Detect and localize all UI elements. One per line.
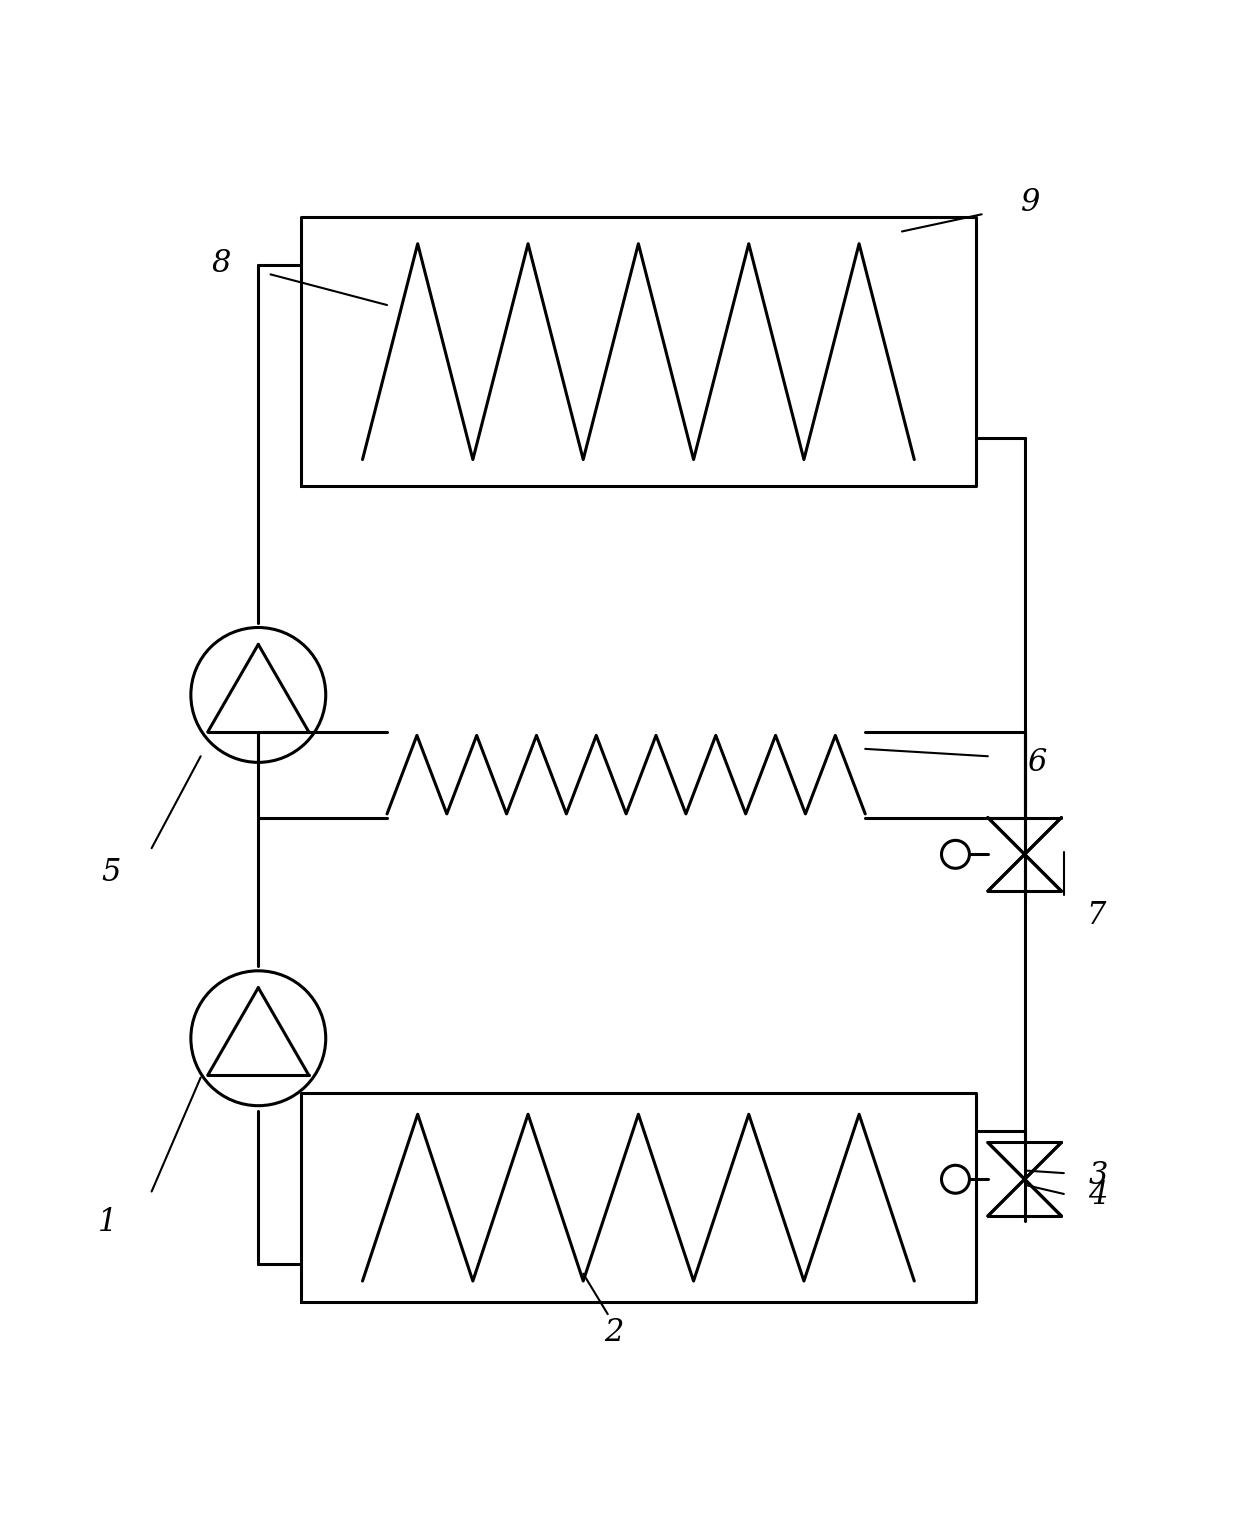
Text: 8: 8 bbox=[212, 247, 231, 278]
Text: 5: 5 bbox=[102, 858, 120, 888]
Text: 9: 9 bbox=[1021, 186, 1040, 218]
Text: 6: 6 bbox=[1027, 747, 1047, 778]
Text: 7: 7 bbox=[1086, 901, 1105, 931]
Text: 1: 1 bbox=[98, 1207, 117, 1237]
Text: 4: 4 bbox=[1089, 1180, 1107, 1211]
Text: 2: 2 bbox=[604, 1317, 624, 1348]
Text: 3: 3 bbox=[1089, 1160, 1107, 1191]
